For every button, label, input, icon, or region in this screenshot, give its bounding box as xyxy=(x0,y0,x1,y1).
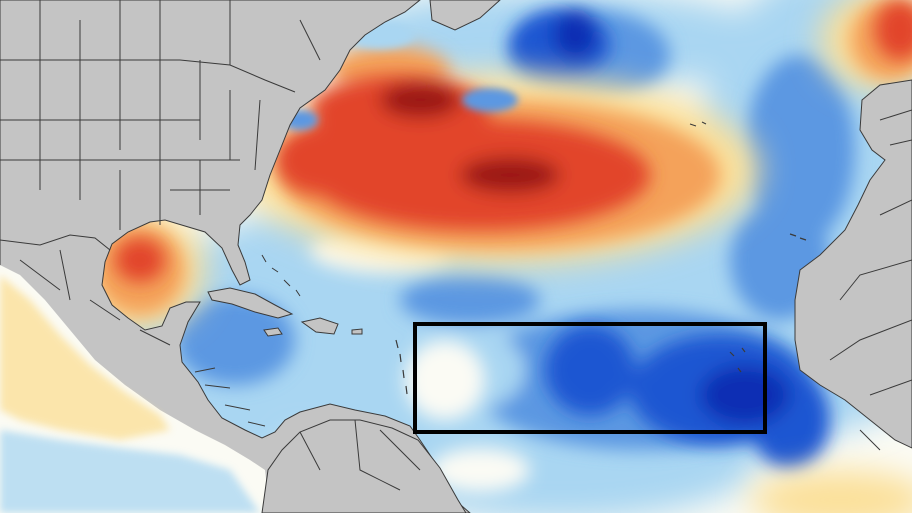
canada-provinces xyxy=(159,0,321,65)
europe-borders xyxy=(879,109,912,146)
us-state-lines-east xyxy=(119,60,261,230)
cuba-island xyxy=(207,287,294,319)
greenland-labrador-land xyxy=(429,0,501,31)
political-borders xyxy=(0,0,912,491)
azores-islands xyxy=(689,121,707,127)
hispaniola-island xyxy=(300,317,339,335)
puerto-rico-island xyxy=(351,328,363,335)
europe-africa-land xyxy=(794,79,912,449)
south-america-borders xyxy=(299,419,421,491)
us-state-lines-west xyxy=(0,0,240,200)
south-america-land xyxy=(261,419,467,513)
pacific-warm-water xyxy=(0,275,170,440)
hottest-anomaly-layer xyxy=(115,0,912,282)
canary-islands xyxy=(789,233,807,241)
highlight-box xyxy=(413,322,767,434)
mexico-states xyxy=(19,249,171,346)
pacific-cool-water xyxy=(0,430,260,513)
central-america-borders xyxy=(194,367,266,427)
cape-verde-islands xyxy=(729,347,746,373)
jamaica-island xyxy=(263,327,283,337)
africa-borders xyxy=(829,199,912,451)
bahamas-islands xyxy=(261,254,301,297)
lesser-antilles xyxy=(395,339,408,395)
us-mexico-border xyxy=(0,234,111,251)
